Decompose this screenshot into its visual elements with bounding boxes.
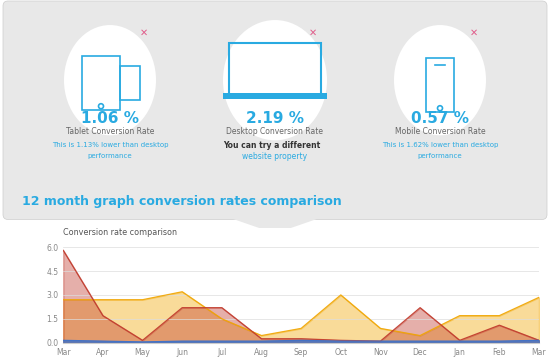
Text: ✕: ✕ — [309, 28, 317, 38]
Ellipse shape — [223, 20, 327, 140]
Bar — [426, 58, 454, 112]
Text: 0.57 %: 0.57 % — [411, 111, 469, 126]
FancyBboxPatch shape — [3, 1, 547, 220]
Bar — [229, 43, 321, 95]
Polygon shape — [220, 215, 330, 233]
Text: performance: performance — [87, 153, 133, 159]
Bar — [120, 66, 140, 100]
Text: ✕: ✕ — [470, 28, 478, 38]
Text: 12 month graph conversion rates comparison: 12 month graph conversion rates comparis… — [22, 195, 342, 208]
Text: This is 1.13% lower than desktop: This is 1.13% lower than desktop — [52, 142, 168, 148]
Bar — [223, 93, 327, 99]
Text: You can try a different: You can try a different — [223, 141, 323, 150]
Text: Tablet Conversion Rate: Tablet Conversion Rate — [66, 127, 154, 136]
Text: Desktop Conversion Rate: Desktop Conversion Rate — [227, 127, 323, 136]
Text: website property: website property — [243, 152, 307, 161]
Text: 1.06 %: 1.06 % — [81, 111, 139, 126]
Bar — [82, 56, 120, 110]
Ellipse shape — [394, 25, 486, 135]
Text: Conversion rate comparison: Conversion rate comparison — [63, 228, 177, 237]
Text: performance: performance — [417, 153, 463, 159]
Ellipse shape — [64, 25, 156, 135]
Text: ✕: ✕ — [140, 28, 148, 38]
Text: 2.19 %: 2.19 % — [246, 111, 304, 126]
Text: Mobile Conversion Rate: Mobile Conversion Rate — [395, 127, 485, 136]
Text: This is 1.62% lower than desktop: This is 1.62% lower than desktop — [382, 142, 498, 148]
